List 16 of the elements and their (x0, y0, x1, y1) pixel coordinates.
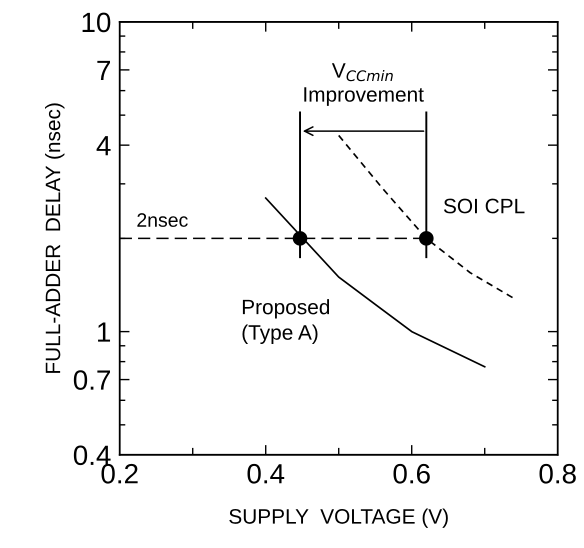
annotation: V$_{CCmin}$ Improvement (304, 63, 424, 106)
y-tick-label: 10 (82, 12, 110, 32)
x-tick-label: 0.2 (102, 464, 138, 484)
y-tick-label: 4 (96, 136, 111, 156)
x-tick-label: 0.8 (540, 464, 576, 484)
y-tick-label: 7 (97, 60, 110, 80)
x-axis-title: SUPPLY VOLTAGE (V) (229, 508, 448, 528)
y-axis-title: FULL-ADDER DELAY (nsec) (45, 103, 64, 373)
x-tick-label: 0.6 (394, 464, 430, 484)
series-label: SOI CPL (444, 198, 524, 214)
x-tick-label: 0.4 (248, 464, 284, 484)
series-label: Proposed (Type A) (242, 299, 330, 344)
y-tick-label: 1 (98, 322, 110, 342)
y-tick-label: 0.7 (74, 370, 110, 390)
ref-line-label: 2nsec (137, 213, 188, 227)
y-tick-label: 0.4 (74, 446, 111, 466)
